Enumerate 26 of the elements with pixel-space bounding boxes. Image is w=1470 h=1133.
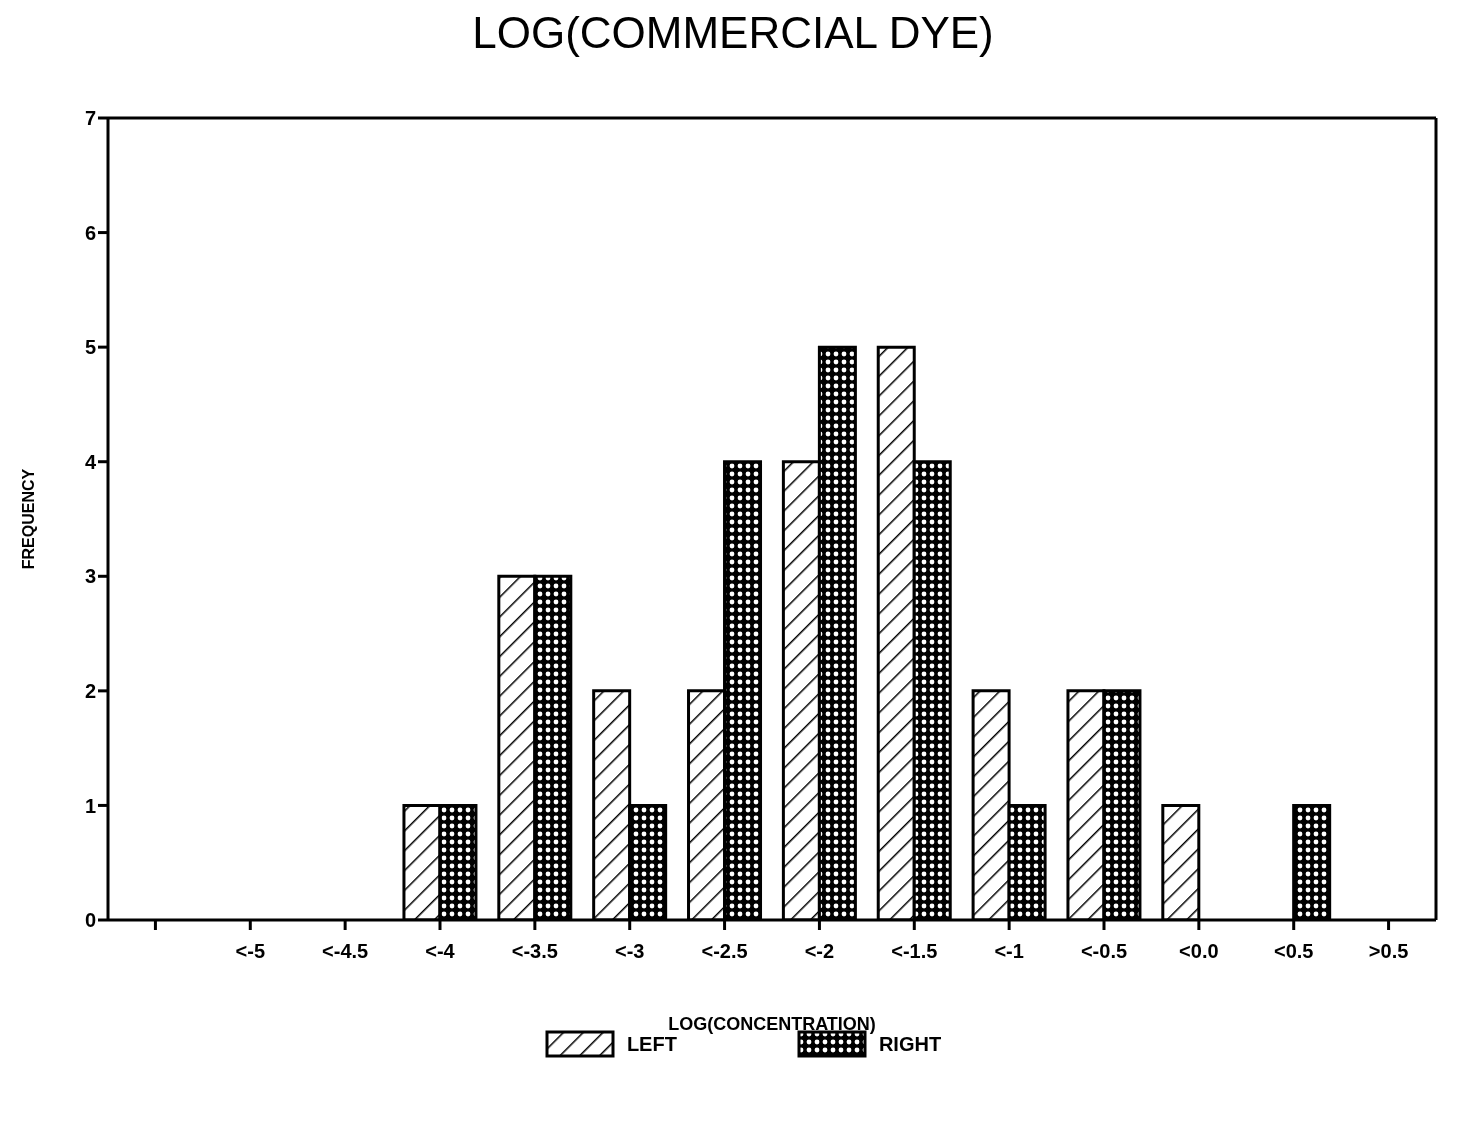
x-tick-label: <-4 xyxy=(425,940,456,963)
x-tick-label: <-0.5 xyxy=(1080,940,1128,963)
x-tick-label: <-3 xyxy=(614,940,645,963)
x-tick-label: <-2 xyxy=(804,940,835,963)
x-tick-label: <-4.5 xyxy=(322,940,369,963)
chart-title: LOG(COMMERCIAL DYE) xyxy=(471,8,995,58)
x-tick-label: <-2.5 xyxy=(701,940,748,963)
y-axis-title: FREQUENCY xyxy=(19,468,37,570)
x-axis-title: LOG(CONCENTRATION) xyxy=(668,1014,876,1034)
x-tick-label: >0.5 xyxy=(1368,940,1409,963)
y-tick-label: 5 xyxy=(84,336,96,359)
y-tick-label: 4 xyxy=(84,450,97,473)
x-tick-label: <0.5 xyxy=(1273,940,1314,963)
y-tick-label: 7 xyxy=(84,107,96,130)
legend-label: LEFT xyxy=(626,1032,677,1056)
y-tick-label: 6 xyxy=(84,221,96,244)
y-tick-label: 2 xyxy=(84,679,96,702)
y-tick-label: 1 xyxy=(84,794,96,817)
y-tick-label: 3 xyxy=(84,565,96,588)
legend-label: RIGHT xyxy=(878,1032,942,1056)
x-tick-label: <0.0 xyxy=(1179,940,1219,963)
x-tick-label: <-5 xyxy=(235,940,266,963)
x-tick-label: <-1 xyxy=(994,940,1024,963)
y-tick-label: 0 xyxy=(84,909,96,932)
x-tick-label: <-3.5 xyxy=(511,940,558,963)
x-tick-label: <-1.5 xyxy=(891,940,938,963)
